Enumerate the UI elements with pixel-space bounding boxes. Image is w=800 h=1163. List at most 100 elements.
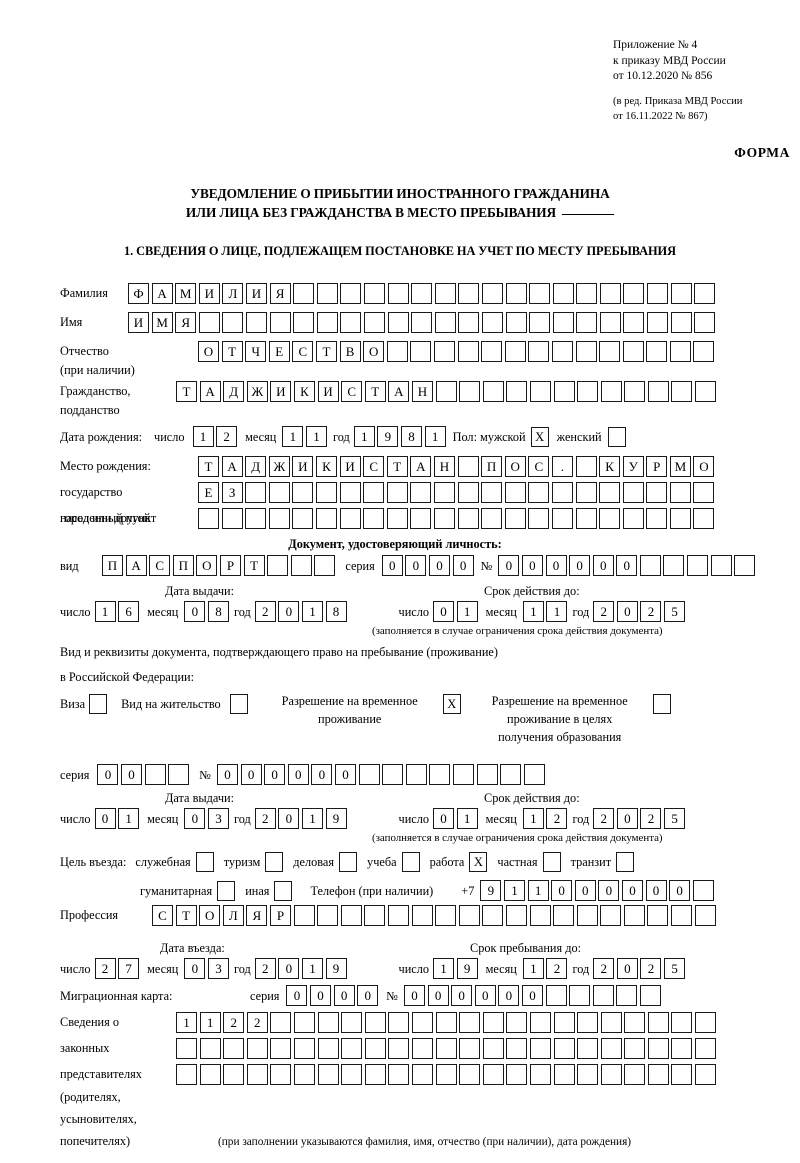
char-box[interactable] bbox=[528, 341, 550, 362]
char-box[interactable]: 2 bbox=[94, 958, 116, 979]
char-box[interactable] bbox=[176, 1038, 197, 1059]
char-box[interactable]: 3 bbox=[207, 808, 229, 829]
char-box[interactable] bbox=[552, 283, 574, 304]
char-box[interactable] bbox=[622, 508, 644, 529]
char-box[interactable] bbox=[576, 283, 598, 304]
char-box[interactable] bbox=[669, 341, 691, 362]
char-box[interactable] bbox=[505, 312, 527, 333]
char-box[interactable] bbox=[364, 1012, 386, 1033]
char-box[interactable]: И bbox=[270, 381, 292, 402]
char-box[interactable]: 9 bbox=[480, 880, 502, 901]
char-box[interactable] bbox=[553, 1012, 575, 1033]
char-box[interactable] bbox=[551, 341, 573, 362]
char-box[interactable]: 0 bbox=[452, 555, 474, 576]
char-box[interactable]: 2 bbox=[593, 601, 615, 622]
char-box[interactable] bbox=[504, 508, 526, 529]
char-box[interactable] bbox=[599, 312, 621, 333]
char-box[interactable] bbox=[553, 905, 575, 926]
char-box[interactable] bbox=[624, 381, 646, 402]
char-box[interactable] bbox=[734, 555, 756, 576]
char-box[interactable]: 1 bbox=[546, 601, 568, 622]
char-box[interactable]: О bbox=[196, 555, 218, 576]
char-box[interactable] bbox=[269, 312, 291, 333]
purpose-option-checkbox[interactable] bbox=[265, 852, 284, 872]
char-box[interactable] bbox=[388, 1038, 410, 1059]
char-box[interactable] bbox=[647, 1038, 669, 1059]
char-box[interactable] bbox=[622, 482, 644, 503]
char-box[interactable]: 0 bbox=[545, 555, 567, 576]
char-box[interactable] bbox=[434, 312, 456, 333]
char-box[interactable]: 0 bbox=[278, 601, 300, 622]
char-box[interactable] bbox=[386, 482, 408, 503]
char-box[interactable]: 1 bbox=[522, 808, 544, 829]
char-box[interactable] bbox=[317, 1064, 339, 1085]
char-box[interactable]: М bbox=[669, 456, 691, 477]
char-box[interactable] bbox=[434, 283, 456, 304]
char-box[interactable]: 0 bbox=[381, 555, 403, 576]
char-box[interactable] bbox=[458, 905, 480, 926]
char-box[interactable]: 2 bbox=[640, 808, 662, 829]
char-box[interactable]: О bbox=[199, 905, 221, 926]
char-box[interactable] bbox=[386, 508, 408, 529]
char-box[interactable] bbox=[695, 381, 717, 402]
char-box[interactable] bbox=[293, 1038, 315, 1059]
char-box[interactable] bbox=[482, 905, 504, 926]
char-box[interactable]: П bbox=[102, 555, 123, 576]
char-box[interactable] bbox=[292, 482, 314, 503]
char-box[interactable] bbox=[433, 482, 455, 503]
char-box[interactable] bbox=[223, 1038, 245, 1059]
char-box[interactable] bbox=[577, 1064, 599, 1085]
char-box[interactable]: 0 bbox=[240, 764, 262, 785]
char-box[interactable]: 8 bbox=[400, 426, 422, 447]
char-box[interactable]: И bbox=[245, 283, 267, 304]
char-box[interactable]: С bbox=[363, 456, 385, 477]
char-box[interactable]: 1 bbox=[503, 880, 525, 901]
char-box[interactable] bbox=[221, 508, 243, 529]
char-box[interactable] bbox=[458, 283, 480, 304]
char-box[interactable] bbox=[292, 508, 314, 529]
char-box[interactable] bbox=[435, 1038, 457, 1059]
char-box[interactable] bbox=[199, 1038, 221, 1059]
char-box[interactable] bbox=[481, 508, 503, 529]
char-box[interactable] bbox=[290, 555, 312, 576]
char-box[interactable] bbox=[577, 1012, 599, 1033]
char-box[interactable]: 8 bbox=[325, 601, 347, 622]
char-box[interactable] bbox=[459, 1038, 481, 1059]
char-box[interactable] bbox=[341, 1038, 363, 1059]
char-box[interactable] bbox=[600, 1064, 622, 1085]
char-box[interactable] bbox=[293, 1012, 315, 1033]
char-box[interactable]: 1 bbox=[192, 426, 214, 447]
char-box[interactable] bbox=[529, 283, 551, 304]
char-box[interactable]: А bbox=[199, 381, 221, 402]
char-box[interactable] bbox=[506, 381, 528, 402]
char-box[interactable] bbox=[694, 905, 716, 926]
char-box[interactable] bbox=[553, 1064, 575, 1085]
char-box[interactable] bbox=[363, 482, 385, 503]
char-box[interactable] bbox=[457, 508, 479, 529]
char-box[interactable] bbox=[293, 312, 315, 333]
char-box[interactable] bbox=[341, 1064, 363, 1085]
char-box[interactable] bbox=[600, 905, 622, 926]
char-box[interactable]: 1 bbox=[522, 601, 544, 622]
char-box[interactable] bbox=[694, 312, 716, 333]
char-box[interactable] bbox=[457, 482, 479, 503]
purpose-option-checkbox[interactable] bbox=[542, 852, 561, 872]
char-box[interactable]: 1 bbox=[527, 880, 549, 901]
char-box[interactable]: О bbox=[504, 456, 526, 477]
char-box[interactable]: Т bbox=[176, 381, 197, 402]
char-box[interactable] bbox=[553, 381, 575, 402]
char-box[interactable]: А bbox=[388, 381, 410, 402]
char-box[interactable]: А bbox=[151, 283, 173, 304]
char-box[interactable] bbox=[647, 381, 669, 402]
char-box[interactable]: 0 bbox=[521, 555, 543, 576]
char-box[interactable] bbox=[411, 905, 433, 926]
char-box[interactable]: В bbox=[339, 341, 361, 362]
char-box[interactable] bbox=[358, 764, 380, 785]
char-box[interactable]: Т bbox=[243, 555, 265, 576]
